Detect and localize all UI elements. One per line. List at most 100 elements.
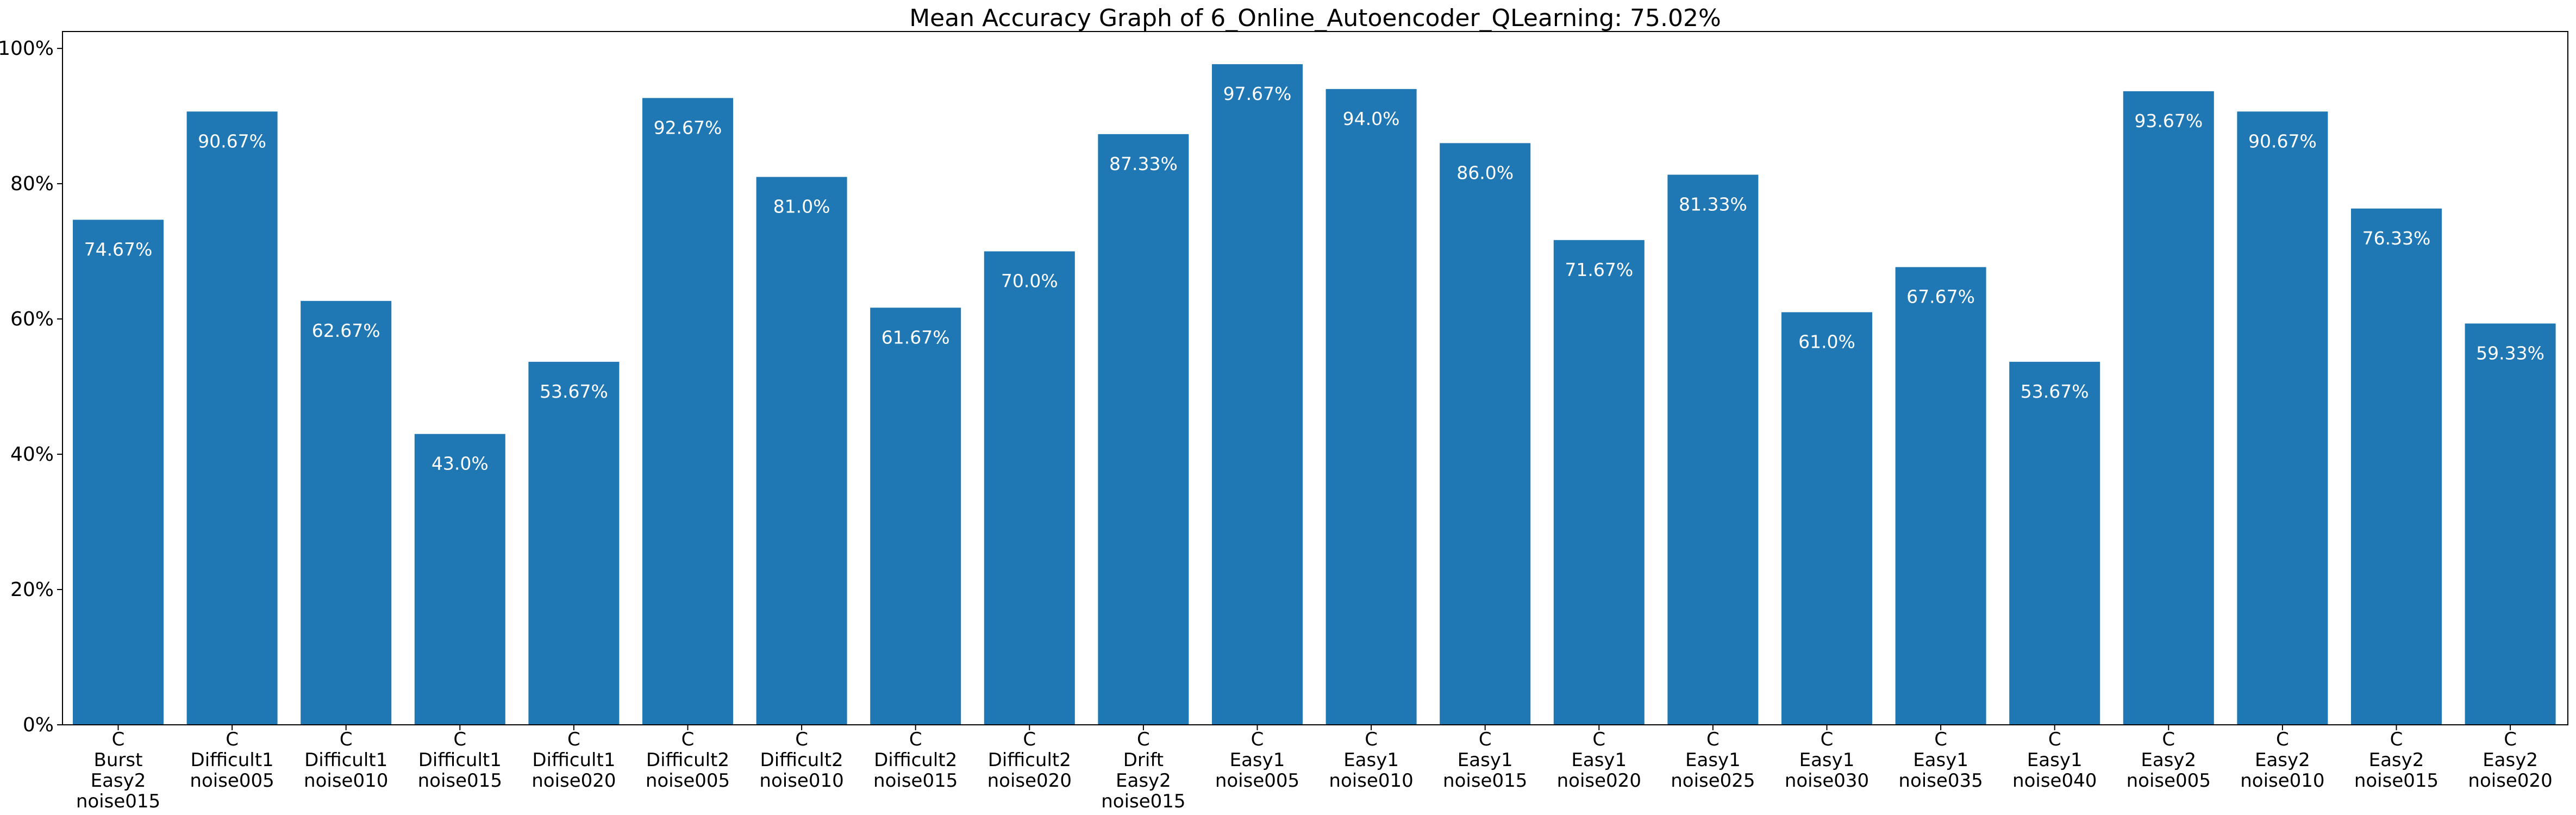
x-tick-label: C Easy2 noise020	[2468, 729, 2552, 792]
x-tick-label-line: noise010	[1329, 770, 1413, 792]
bar	[2123, 91, 2214, 725]
y-tick-label: 20%	[10, 579, 54, 601]
bar-value-label: 81.33%	[1679, 194, 1747, 215]
x-tick-label-line: C	[567, 729, 580, 750]
x-tick-label-line: noise005	[646, 770, 730, 792]
bar-value-label: 70.0%	[1001, 271, 1058, 292]
x-tick-label-line: C	[1251, 729, 1264, 750]
y-axis: 0% 20% 40% 60% 80% 100%	[0, 37, 62, 736]
bar-value-label: 53.67%	[2021, 381, 2089, 402]
bar	[1212, 64, 1303, 725]
bar-value-label: 97.67%	[1223, 83, 1292, 104]
y-tick-label: 60%	[10, 308, 54, 330]
x-tick-label-line: C	[1934, 729, 1947, 750]
x-tick-label: C Difficult2 noise005	[646, 729, 730, 792]
x-tick-label-line: Difficult2	[760, 749, 843, 771]
x-tick-label-line: Easy2	[1116, 770, 1171, 792]
x-tick-label-line: noise005	[190, 770, 274, 792]
x-tick-label-line: C	[1137, 729, 1150, 750]
x-tick-label-line: noise010	[304, 770, 388, 792]
bar-value-label: 53.67%	[540, 381, 608, 402]
x-tick-label-line: C	[453, 729, 466, 750]
x-tick-label-line: C	[112, 729, 125, 750]
bar	[756, 177, 847, 725]
bar	[1667, 174, 1759, 725]
x-tick-label: C Easy1 noise030	[1785, 729, 1869, 792]
x-tick-label-line: C	[226, 729, 239, 750]
x-tick-label: C Difficult1 noise015	[418, 729, 502, 792]
x-tick-label-line: C	[1479, 729, 1492, 750]
x-tick-label-line: noise025	[1671, 770, 1755, 792]
x-tick-label-line: C	[2276, 729, 2289, 750]
x-tick-label-line: C	[1592, 729, 1605, 750]
bar	[642, 98, 733, 725]
x-tick-label-line: Difficult2	[874, 749, 957, 771]
bar	[414, 434, 505, 725]
x-tick-label-line: noise015	[418, 770, 502, 792]
bar	[528, 361, 620, 725]
y-tick-label: 100%	[0, 37, 54, 60]
bar-value-label: 94.0%	[1343, 108, 1400, 129]
x-tick-label: C Difficult2 noise020	[987, 729, 1072, 792]
x-tick-label-line: Easy1	[1343, 749, 1399, 771]
x-tick-label-line: C	[1706, 729, 1720, 750]
x-tick-label-line: Difficult2	[988, 749, 1071, 771]
bar	[2351, 208, 2442, 725]
bar	[1781, 312, 1872, 725]
x-tick-label-line: Easy1	[1685, 749, 1741, 771]
x-tick-label-line: noise020	[987, 770, 1072, 792]
x-tick-label-line: noise020	[1557, 770, 1641, 792]
bar-value-label: 74.67%	[84, 239, 153, 260]
bar	[2465, 323, 2556, 725]
bar	[984, 251, 1075, 725]
x-tick-label: C Easy1 noise035	[1898, 729, 1983, 792]
x-tick-label-line: Easy2	[2255, 749, 2310, 771]
x-tick-label: C Easy2 noise015	[2354, 729, 2439, 792]
bar-value-label: 93.67%	[2134, 110, 2203, 131]
x-tick-label-line: noise040	[2012, 770, 2097, 792]
bar-value-label: 61.67%	[881, 327, 950, 348]
x-tick-label-line: noise005	[1215, 770, 1299, 792]
x-tick-label-line: Easy1	[1230, 749, 1285, 771]
x-tick-label-line: Easy1	[1913, 749, 1968, 771]
x-tick-label-line: C	[2390, 729, 2403, 750]
x-tick-label-line: noise015	[2354, 770, 2439, 792]
x-tick-label: C Easy1 noise025	[1671, 729, 1755, 792]
x-tick-label-line: C	[681, 729, 695, 750]
x-tick-label: C Easy1 noise020	[1557, 729, 1641, 792]
bar	[1325, 89, 1417, 725]
x-tick-label-line: Easy1	[1799, 749, 1855, 771]
x-tick-label: C Difficult1 noise020	[532, 729, 616, 792]
bar-value-label: 92.67%	[654, 117, 722, 138]
y-tick-label: 80%	[10, 173, 54, 195]
x-tick-label: C Easy1 noise005	[1215, 729, 1299, 792]
x-tick-label-line: noise020	[2468, 770, 2552, 792]
bar-value-label: 67.67%	[1906, 286, 1975, 308]
x-tick-label-line: Easy2	[2141, 749, 2196, 771]
x-tick-label-line: noise015	[76, 791, 160, 812]
x-tick-label-line: Easy1	[1458, 749, 1513, 771]
bar-value-label: 62.67%	[312, 320, 380, 341]
x-tick-label: C Easy1 noise010	[1329, 729, 1413, 792]
x-tick-label: C Easy1 noise015	[1443, 729, 1527, 792]
x-tick-label-line: noise005	[2127, 770, 2211, 792]
bar	[301, 300, 392, 725]
x-tick-label: C Difficult1 noise005	[190, 729, 274, 792]
bars-group: 74.67% 90.67% 62.67% 43.0% 53.67% 92.67% 81.0%…	[73, 64, 2556, 725]
x-tick-label-line: noise010	[759, 770, 843, 792]
x-tick-label-line: C	[2048, 729, 2061, 750]
bar	[186, 111, 278, 725]
x-tick-label-line: C	[2504, 729, 2517, 750]
x-tick-label-line: C	[795, 729, 808, 750]
x-tick-label-line: noise015	[1443, 770, 1527, 792]
bar-value-label: 59.33%	[2476, 342, 2544, 363]
bar	[73, 220, 164, 725]
x-tick-label-line: Easy2	[2369, 749, 2424, 771]
x-tick-label: C Easy1 noise040	[2012, 729, 2097, 792]
x-tick-label: C Easy2 noise005	[2127, 729, 2211, 792]
bar	[1440, 143, 1531, 725]
x-tick-label-line: Difficult1	[418, 749, 502, 771]
plot-frame	[62, 31, 2568, 725]
